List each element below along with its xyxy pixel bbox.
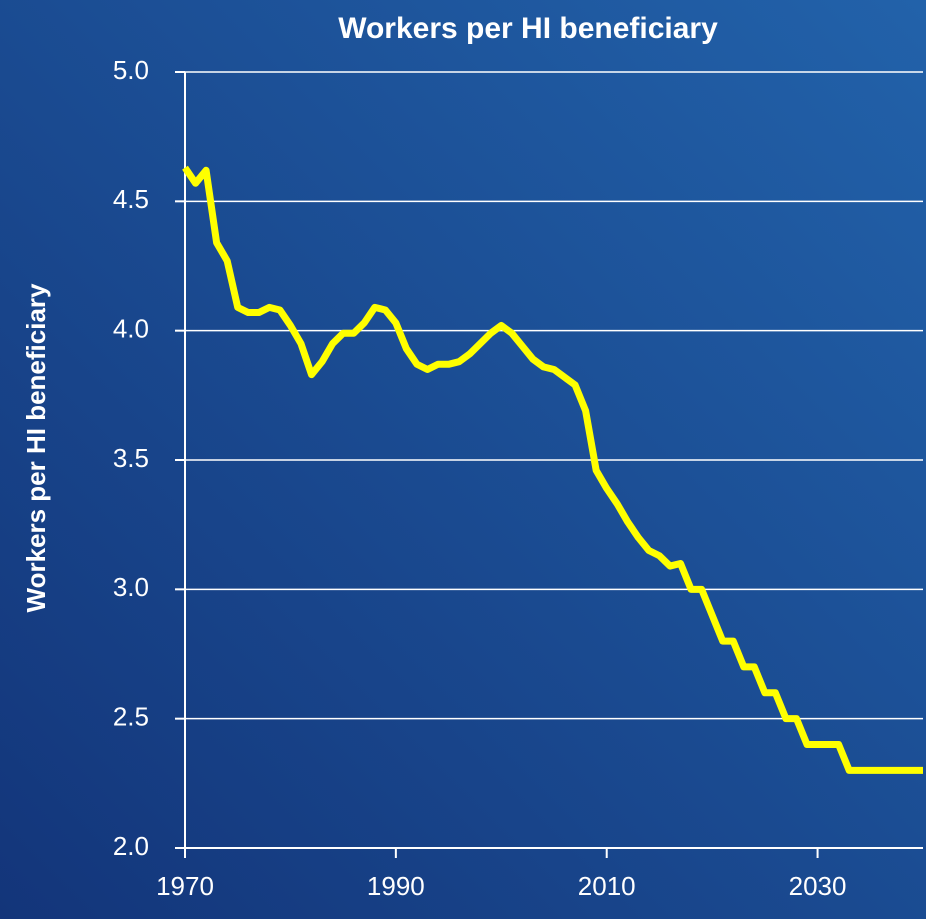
y-tick-label: 4.0 (113, 314, 149, 344)
y-tick-label: 2.0 (113, 831, 149, 861)
x-tick-label: 2030 (789, 871, 847, 901)
x-tick-label: 1970 (156, 871, 214, 901)
data-line (182, 165, 923, 774)
x-tick-label: 2010 (578, 871, 636, 901)
chart-title: Workers per HI beneficiary (338, 12, 718, 45)
y-tick-label: 3.0 (113, 572, 149, 602)
y-tick-label: 4.5 (113, 184, 149, 214)
x-tick-label: 1990 (367, 871, 425, 901)
y-tick-label: 2.5 (113, 702, 149, 732)
y-axis-label: Workers per HI beneficiary (21, 283, 51, 613)
y-tick-label: 5.0 (113, 55, 149, 85)
y-tick-label: 3.5 (113, 443, 149, 473)
